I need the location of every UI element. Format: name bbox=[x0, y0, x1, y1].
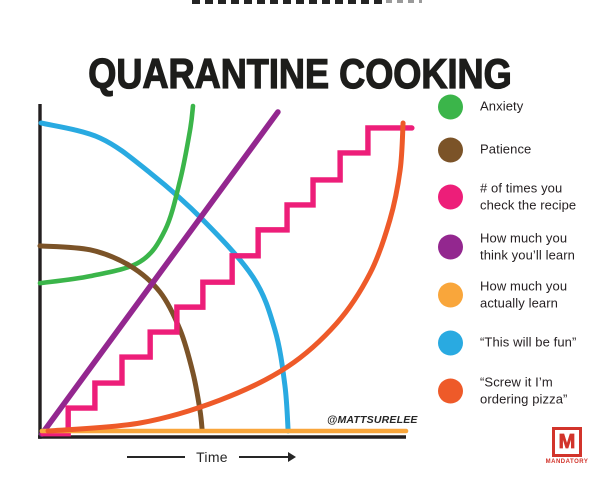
mandatory-logo-text: MANDATORY bbox=[545, 459, 589, 465]
legend-swatch-actually-learn bbox=[438, 282, 463, 308]
legend-label: How much you bbox=[480, 230, 568, 246]
mandatory-logo-letter: M bbox=[558, 431, 576, 453]
legend-item-patience: Patience bbox=[438, 137, 532, 163]
x-axis-label-row: Time bbox=[38, 449, 378, 465]
legend-label: “Screw it I’m bbox=[480, 374, 553, 390]
legend-item-anxiety: Anxiety bbox=[438, 94, 524, 120]
legend-label-line2: think you’ll learn bbox=[480, 247, 576, 262]
legend-label: Anxiety bbox=[480, 98, 524, 114]
legend-swatch-order-pizza bbox=[438, 378, 463, 404]
legend-swatch-anxiety bbox=[438, 94, 463, 120]
series-line-anxiety bbox=[37, 103, 196, 286]
legend-label-line2: ordering pizza” bbox=[480, 391, 568, 406]
legend-swatch-this-will-be-fun bbox=[438, 330, 463, 356]
series-line-think-learn bbox=[39, 109, 281, 437]
legend-label: “This will be fun” bbox=[480, 334, 577, 350]
series-line-check-recipe bbox=[40, 125, 415, 437]
mandatory-logo: M bbox=[552, 427, 582, 457]
author-credit: @MATTSURELEE bbox=[327, 414, 418, 426]
legend-item-check-recipe: # of times you check the recipe bbox=[438, 181, 576, 214]
legend-label: How much you bbox=[480, 278, 568, 294]
legend-item-actually-learn: How much you actually learn bbox=[438, 279, 567, 312]
legend-swatch-think-learn bbox=[438, 234, 463, 260]
legend-swatch-check-recipe bbox=[438, 184, 463, 210]
cropped-top-text-marks-tail bbox=[386, 0, 422, 3]
legend-swatch-patience bbox=[438, 137, 463, 163]
legend-item-this-will-be-fun: “This will be fun” bbox=[438, 330, 577, 356]
time-label-left-line bbox=[127, 456, 186, 458]
series-line-this-will-be-fun bbox=[38, 120, 291, 434]
legend-label: Patience bbox=[480, 141, 532, 157]
page-title: QUARANTINE COOKING bbox=[88, 49, 513, 98]
cropped-top-text-marks bbox=[192, 0, 382, 4]
legend-label-line2: actually learn bbox=[480, 295, 558, 310]
series-line-order-pizza bbox=[45, 120, 406, 434]
legend-item-order-pizza: “Screw it I’m ordering pizza” bbox=[438, 375, 568, 408]
x-axis-label: Time bbox=[196, 449, 228, 465]
legend-item-think-learn: How much you think you’ll learn bbox=[438, 231, 575, 264]
time-arrow-icon bbox=[238, 452, 296, 462]
legend-label-line2: check the recipe bbox=[480, 197, 577, 212]
legend-label: # of times you bbox=[480, 180, 563, 196]
